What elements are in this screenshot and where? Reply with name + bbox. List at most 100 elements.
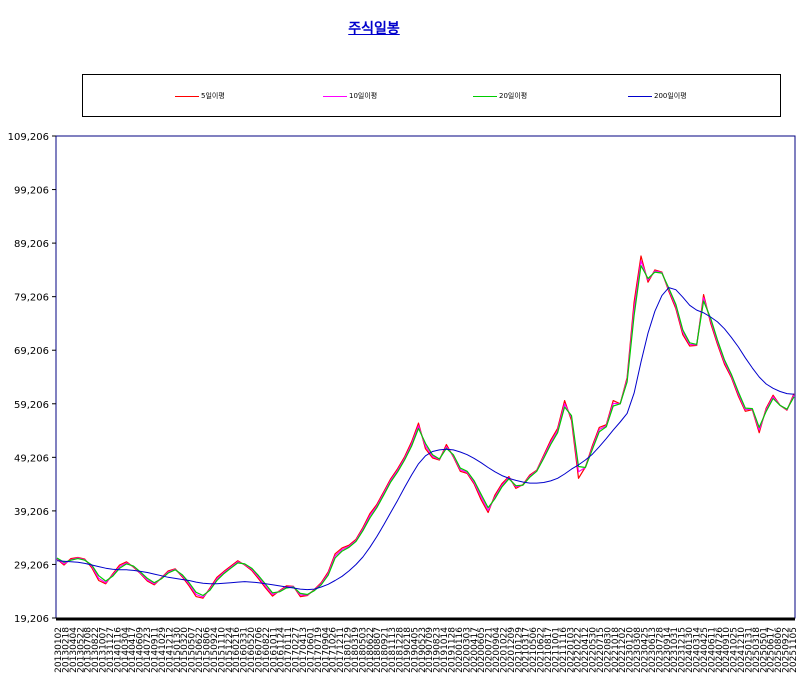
x-tick-label: 20190823 bbox=[433, 627, 443, 673]
x-tick-label: 20130708 bbox=[84, 627, 94, 673]
chart-legend: 5일이평 10일이평 20일이평 200일이평 bbox=[82, 74, 781, 117]
x-tick-label: 20151224 bbox=[225, 627, 235, 673]
legend-swatch-ma5 bbox=[175, 95, 199, 97]
series-line-4 bbox=[56, 287, 795, 591]
x-tick-label: 20160822 bbox=[262, 627, 272, 673]
x-tick-label: 20150130 bbox=[173, 627, 183, 673]
x-tick-label: 20150320 bbox=[180, 627, 190, 673]
series-line-1 bbox=[56, 255, 795, 599]
x-tick-label: 20140609 bbox=[136, 627, 146, 673]
legend-label-ma5: 5일이평 bbox=[201, 92, 225, 100]
x-tick-label: 20191128 bbox=[447, 627, 457, 673]
x-tick-label: 20241025 bbox=[730, 627, 740, 673]
x-tick-label: 20151110 bbox=[217, 627, 227, 673]
y-tick-label: 99,206 bbox=[14, 186, 49, 197]
x-tick-label: 20180129 bbox=[344, 627, 354, 673]
x-tick-label: 20181113 bbox=[388, 627, 398, 673]
y-tick-label: 89,206 bbox=[14, 239, 49, 250]
x-tick-label: 20181228 bbox=[396, 627, 406, 673]
x-tick-label: 20240910 bbox=[722, 627, 732, 673]
x-tick-label: 20190709 bbox=[425, 627, 435, 673]
x-tick-label: 20170904 bbox=[321, 627, 331, 673]
x-tick-label: 20230120 bbox=[626, 627, 636, 673]
x-tick-label: 20200721 bbox=[485, 627, 495, 673]
legend-label-ma200: 200일이평 bbox=[654, 92, 687, 100]
x-tick-label: 20130522 bbox=[76, 627, 86, 673]
x-tick-label: 20240726 bbox=[715, 627, 725, 673]
x-tick-label: 20200605 bbox=[477, 627, 487, 673]
x-tick-label: 20201022 bbox=[499, 627, 509, 673]
y-tick-label: 49,206 bbox=[14, 453, 49, 464]
x-tick-label: 20251105 bbox=[789, 627, 797, 673]
x-tick-label: 20241210 bbox=[737, 627, 747, 673]
x-tick-label: 20211001 bbox=[551, 627, 561, 673]
x-tick-label: 20190405 bbox=[410, 627, 420, 673]
legend-label-ma10: 10일이평 bbox=[349, 92, 378, 100]
x-tick-label: 20240611 bbox=[707, 627, 717, 673]
x-tick-label: 20161011 bbox=[269, 627, 279, 673]
legend-entry-ma10: 10일이평 bbox=[323, 90, 377, 102]
x-tick-label: 20220222 bbox=[574, 627, 584, 673]
x-tick-label: 20230914 bbox=[663, 627, 673, 673]
legend-label-ma20: 20일이평 bbox=[499, 92, 528, 100]
x-tick-label: 20170601 bbox=[306, 627, 316, 673]
x-tick-label: 20221202 bbox=[618, 627, 628, 673]
x-tick-label: 20230728 bbox=[655, 627, 665, 673]
x-tick-label: 20131127 bbox=[106, 627, 116, 673]
x-tick-label: 20210317 bbox=[522, 627, 532, 673]
x-tick-label: 20140911 bbox=[151, 627, 161, 673]
x-tick-label: 20230425 bbox=[641, 627, 651, 673]
chart-title: 주식일봉 bbox=[348, 21, 400, 37]
x-tick-label: 20160706 bbox=[254, 627, 264, 673]
x-tick-label: 20180921 bbox=[381, 627, 391, 673]
x-tick-label: 20180622 bbox=[366, 627, 376, 673]
x-tick-label: 20131007 bbox=[99, 627, 109, 673]
x-tick-label: 20210817 bbox=[544, 627, 554, 673]
x-tick-label: 20161124 bbox=[277, 627, 287, 673]
legend-entry-ma200: 200일이평 bbox=[628, 90, 687, 102]
x-tick-label: 20200303 bbox=[462, 627, 472, 673]
x-tick-label: 20160331 bbox=[240, 627, 250, 673]
x-tick-label: 20211116 bbox=[559, 627, 569, 673]
legend-entry-ma20: 20일이평 bbox=[473, 90, 527, 102]
x-tick-label: 20210129 bbox=[514, 627, 524, 673]
x-tick-label: 20250318 bbox=[752, 627, 762, 673]
y-tick-label: 29,206 bbox=[14, 560, 49, 571]
y-tick-label: 39,206 bbox=[14, 507, 49, 518]
x-tick-label: 20250617 bbox=[767, 627, 777, 673]
x-tick-label: 20160520 bbox=[247, 627, 257, 673]
x-tick-label: 20220412 bbox=[581, 627, 591, 673]
plot-area bbox=[55, 135, 796, 619]
x-tick-label: 20130822 bbox=[91, 627, 101, 673]
legend-swatch-ma20 bbox=[473, 95, 497, 97]
y-tick-label: 109,206 bbox=[8, 132, 49, 143]
x-tick-label: 20170227 bbox=[292, 627, 302, 673]
x-tick-label: 20140116 bbox=[113, 627, 123, 673]
x-tick-label: 20140417 bbox=[128, 627, 138, 673]
x-tick-label: 20200116 bbox=[455, 627, 465, 673]
x-tick-label: 20140723 bbox=[143, 627, 153, 673]
x-tick-label: 20190218 bbox=[403, 627, 413, 673]
x-tick-label: 20171211 bbox=[336, 627, 346, 673]
x-tick-label: 20141029 bbox=[158, 627, 168, 673]
x-tick-label: 20231215 bbox=[678, 627, 688, 673]
x-tick-label: 20191014 bbox=[440, 627, 450, 673]
y-tick-label: 79,206 bbox=[14, 293, 49, 304]
x-tick-label: 20250922 bbox=[782, 627, 792, 673]
legend-swatch-ma10 bbox=[323, 95, 347, 97]
x-tick-label: 20250131 bbox=[744, 627, 754, 673]
series-line-3 bbox=[56, 265, 795, 597]
y-tick-label: 19,206 bbox=[14, 614, 49, 625]
x-tick-label: 20180503 bbox=[358, 627, 368, 673]
legend-entry-ma5: 5일이평 bbox=[175, 90, 225, 102]
x-tick-label: 20221018 bbox=[611, 627, 621, 673]
y-tick-label: 59,206 bbox=[14, 400, 49, 411]
x-tick-label: 20210506 bbox=[529, 627, 539, 673]
legend-swatch-ma200 bbox=[628, 95, 652, 97]
x-tick-label: 20130102 bbox=[54, 627, 64, 673]
x-tick-label: 20220830 bbox=[603, 627, 613, 673]
x-tick-label: 20180807 bbox=[373, 627, 383, 673]
x-tick-label: 20230308 bbox=[633, 627, 643, 673]
x-tick-label: 20171026 bbox=[329, 627, 339, 673]
